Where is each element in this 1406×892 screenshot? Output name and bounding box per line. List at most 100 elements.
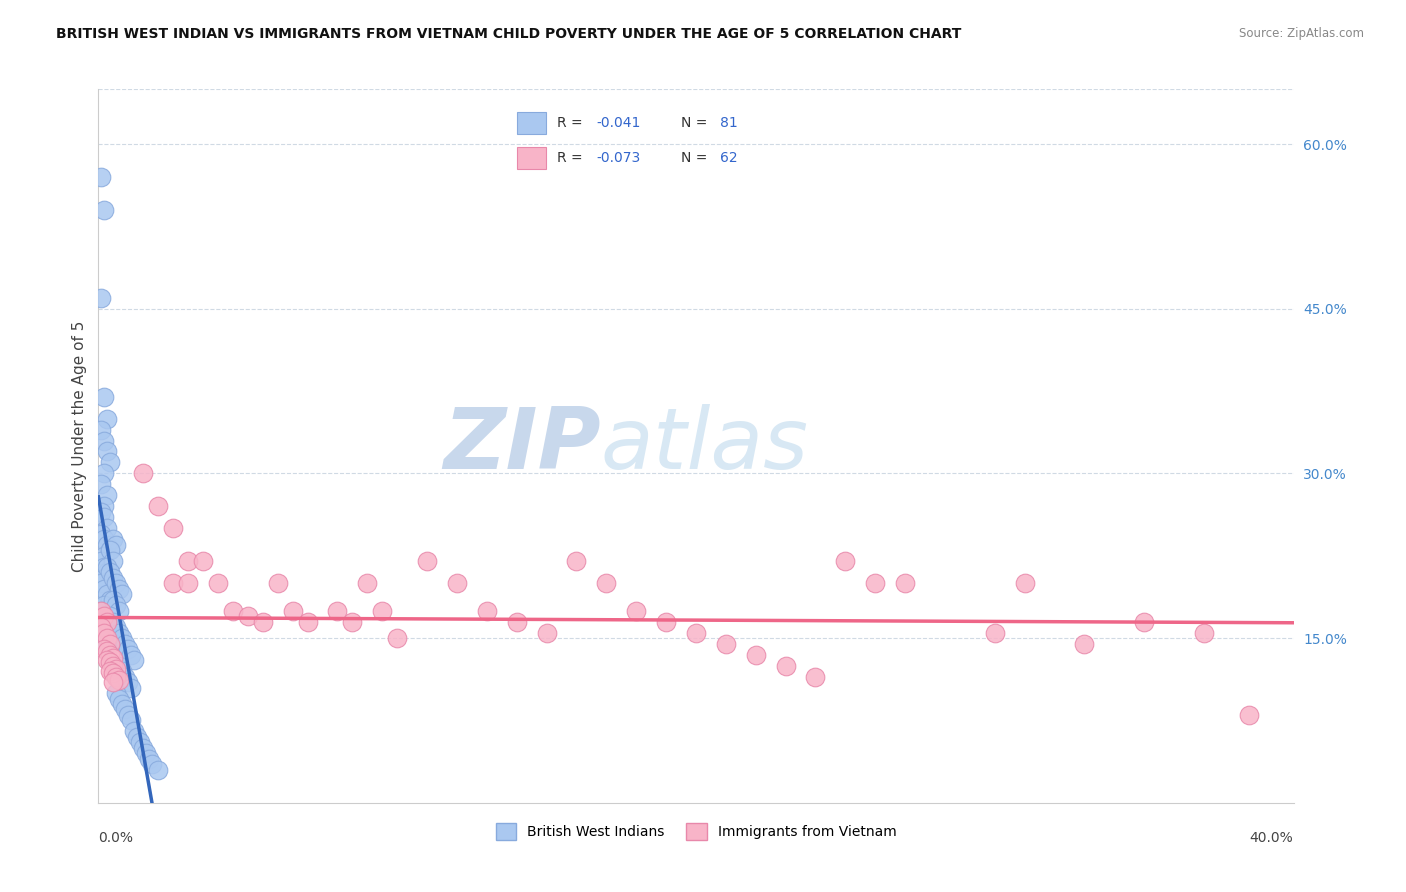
Text: N =: N =: [681, 151, 711, 165]
Point: [98, 655, 122, 669]
Text: Source: ZipAtlas.com: Source: ZipAtlas.com: [1239, 27, 1364, 40]
Point: [103, 533, 125, 547]
Point: [1237, 708, 1260, 723]
Text: R =: R =: [557, 116, 586, 130]
Text: BRITISH WEST INDIAN VS IMMIGRANTS FROM VIETNAM CHILD POVERTY UNDER THE AGE OF 5 : BRITISH WEST INDIAN VS IMMIGRANTS FROM V…: [56, 27, 962, 41]
Point: [108, 582, 131, 596]
Point: [108, 691, 131, 706]
Point: [93, 637, 115, 651]
Point: [132, 740, 155, 755]
Point: [90, 505, 112, 519]
Point: [111, 697, 134, 711]
Point: [90, 291, 112, 305]
Point: [191, 554, 214, 568]
Point: [356, 576, 378, 591]
Point: [120, 648, 142, 662]
Point: [90, 477, 112, 491]
Point: [281, 604, 304, 618]
Point: [105, 538, 128, 552]
Point: [98, 543, 122, 558]
Point: [120, 714, 142, 728]
Point: [297, 615, 319, 629]
Point: [98, 609, 122, 624]
Point: [105, 576, 128, 591]
Point: [114, 702, 136, 716]
Text: atlas: atlas: [600, 404, 808, 488]
Point: [93, 500, 115, 514]
Point: [138, 752, 160, 766]
Point: [124, 653, 146, 667]
Point: [96, 644, 118, 658]
Point: [626, 604, 648, 618]
Point: [96, 538, 118, 552]
Point: [93, 510, 115, 524]
Point: [103, 675, 125, 690]
Point: [162, 521, 184, 535]
Point: [96, 411, 118, 425]
Point: [96, 566, 118, 580]
Point: [536, 625, 558, 640]
Point: [385, 631, 409, 645]
Point: [132, 467, 155, 481]
Text: -0.073: -0.073: [596, 151, 640, 165]
Point: [865, 576, 887, 591]
Point: [103, 554, 125, 568]
Point: [984, 625, 1007, 640]
Point: [93, 625, 115, 640]
Point: [90, 554, 112, 568]
Point: [108, 658, 131, 673]
Point: [98, 648, 122, 662]
Point: [105, 598, 128, 612]
Point: [685, 625, 707, 640]
Point: [117, 708, 139, 723]
Point: [98, 637, 122, 651]
Point: [148, 763, 170, 777]
Point: [148, 500, 170, 514]
Bar: [517, 112, 546, 135]
Point: [1073, 637, 1095, 651]
Text: 40.0%: 40.0%: [1250, 831, 1294, 846]
Point: [93, 434, 115, 448]
Point: [90, 615, 112, 629]
Point: [1133, 615, 1156, 629]
Point: [93, 202, 115, 217]
Point: [127, 730, 149, 744]
Point: [93, 615, 115, 629]
Point: [745, 648, 768, 662]
Point: [93, 559, 115, 574]
Point: [93, 571, 115, 585]
Point: [177, 576, 200, 591]
Point: [90, 576, 112, 591]
Text: 62: 62: [720, 151, 738, 165]
Point: [93, 642, 115, 657]
Point: [114, 669, 136, 683]
Legend: British West Indians, Immigrants from Vietnam: British West Indians, Immigrants from Vi…: [489, 818, 903, 846]
Point: [252, 615, 274, 629]
Point: [141, 757, 163, 772]
Point: [103, 592, 125, 607]
Point: [98, 566, 122, 580]
Text: N =: N =: [681, 116, 711, 130]
Point: [96, 620, 118, 634]
Point: [90, 169, 112, 184]
Point: [342, 615, 364, 629]
Point: [96, 587, 118, 601]
Point: [96, 615, 118, 629]
Point: [371, 604, 394, 618]
Point: [714, 637, 737, 651]
Point: [103, 615, 125, 629]
Point: [98, 664, 122, 678]
Point: [236, 609, 259, 624]
Point: [114, 637, 136, 651]
Point: [207, 576, 229, 591]
Point: [894, 576, 917, 591]
Point: [103, 651, 125, 665]
Point: [595, 576, 617, 591]
Text: R =: R =: [557, 151, 586, 165]
Point: [90, 625, 112, 640]
Point: [96, 444, 118, 458]
Point: [124, 724, 146, 739]
Point: [90, 604, 112, 618]
Point: [90, 604, 112, 618]
Point: [108, 673, 131, 687]
